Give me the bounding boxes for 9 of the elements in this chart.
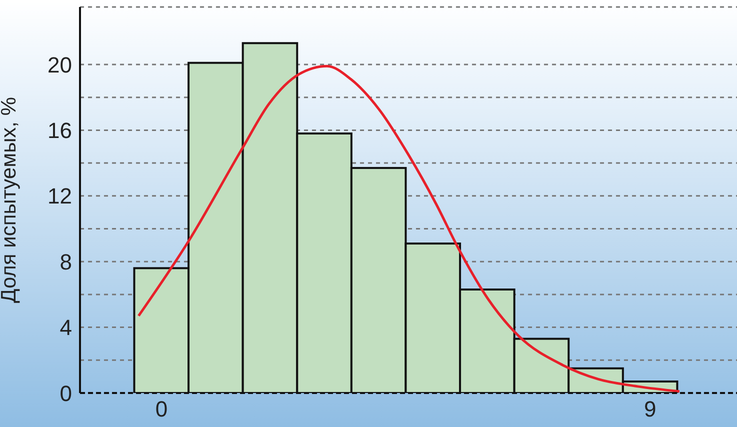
y-axis-title: Доля испытуемых, % bbox=[0, 96, 20, 304]
line-series bbox=[137, 64, 681, 393]
y-tick-label: 16 bbox=[48, 118, 72, 143]
y-tick-label: 12 bbox=[48, 184, 72, 209]
y-tick-label: 4 bbox=[60, 315, 72, 340]
y-tick-label: 8 bbox=[60, 249, 72, 274]
y-tick-label: 20 bbox=[48, 52, 72, 78]
x-tick-label: 9 bbox=[644, 396, 656, 422]
y-tick-label: 0 bbox=[60, 380, 72, 406]
